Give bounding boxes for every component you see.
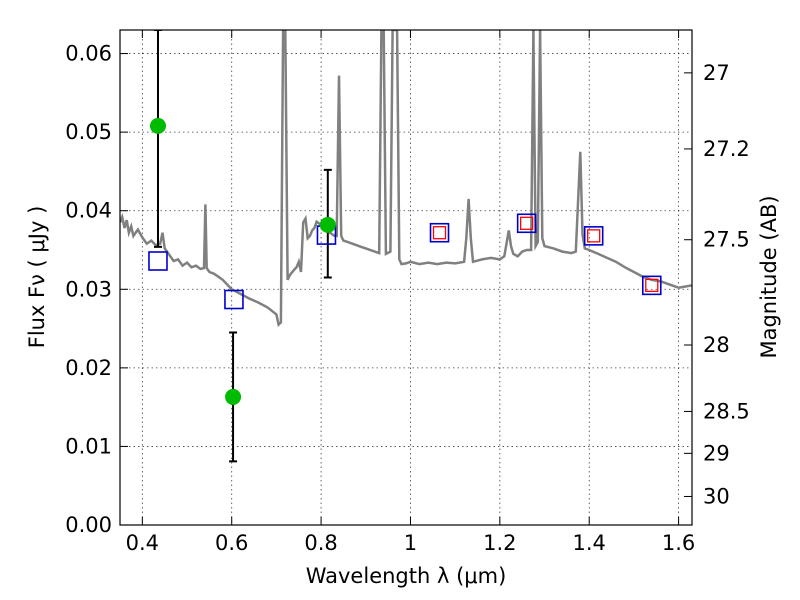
- y-tick-label: 0.05: [65, 120, 112, 144]
- plot-area: [120, 30, 692, 463]
- y2-tick-label: 28: [703, 333, 730, 357]
- x-tick-label: 0.8: [304, 531, 337, 555]
- x-tick-label: 0.4: [126, 531, 159, 555]
- model-band-inner-marker: [587, 229, 601, 243]
- model-spectrum-line: [120, 30, 692, 328]
- axis-ticks: [120, 30, 692, 526]
- y-tick-label: 0.03: [65, 277, 112, 301]
- model-band-marker: [429, 222, 450, 243]
- model-band-inner-marker: [432, 226, 447, 240]
- model-band-inner-marker: [520, 216, 534, 230]
- error-bars: [153, 30, 332, 463]
- x-tick-label: 0.6: [215, 531, 248, 555]
- y-tick-label: 0.01: [65, 434, 112, 458]
- model-band-marker: [148, 251, 168, 271]
- y-tick-label: 0.02: [65, 356, 112, 380]
- y-tick-label: 0.04: [65, 199, 112, 223]
- x-tick-label: 1: [404, 531, 417, 555]
- plot-frame: [119, 29, 693, 526]
- y-tick-labels: 0.00 0.01 0.02 0.03 0.04 0.05 0.06: [65, 42, 112, 537]
- model-band-marker: [641, 275, 662, 296]
- observed-flux-point: [149, 117, 166, 134]
- y-tick-label: 0.00: [65, 513, 112, 537]
- y2-tick-label: 30: [703, 484, 730, 508]
- y2-tick-label: 27.5: [703, 228, 750, 252]
- grid-lines: [120, 30, 692, 525]
- y-tick-label: 0.06: [65, 42, 112, 66]
- y2-axis-title: Magnitude (AB): [757, 195, 781, 358]
- model-band-inner-marker: [645, 278, 659, 293]
- observed-flux-point: [319, 216, 336, 233]
- y2-tick-label: 27.2: [703, 137, 750, 161]
- model-band-marker: [224, 289, 244, 310]
- x-tick-labels: 0.4 0.6 0.8 1 1.2 1.4 1.6: [126, 531, 696, 555]
- model-band-marker: [583, 226, 604, 246]
- y-axis-title: Flux Fν ( μJy ): [25, 206, 49, 349]
- x-tick-label: 1.4: [573, 531, 606, 555]
- y2-tick-label: 28.5: [703, 399, 750, 423]
- model-band-marker: [516, 213, 537, 234]
- model-band-markers: [148, 213, 662, 310]
- observed-flux-points: [149, 117, 336, 405]
- x-tick-label: 1.6: [662, 531, 695, 555]
- y2-tick-labels: 27 27.2 27.5 28 28.5 29 30: [703, 61, 750, 509]
- y2-tick-label: 29: [703, 441, 730, 465]
- y2-tick-label: 27: [703, 61, 730, 85]
- x-axis-title: Wavelength λ (μm): [306, 564, 507, 588]
- x-tick-label: 1.2: [483, 531, 516, 555]
- observed-flux-point: [225, 388, 242, 405]
